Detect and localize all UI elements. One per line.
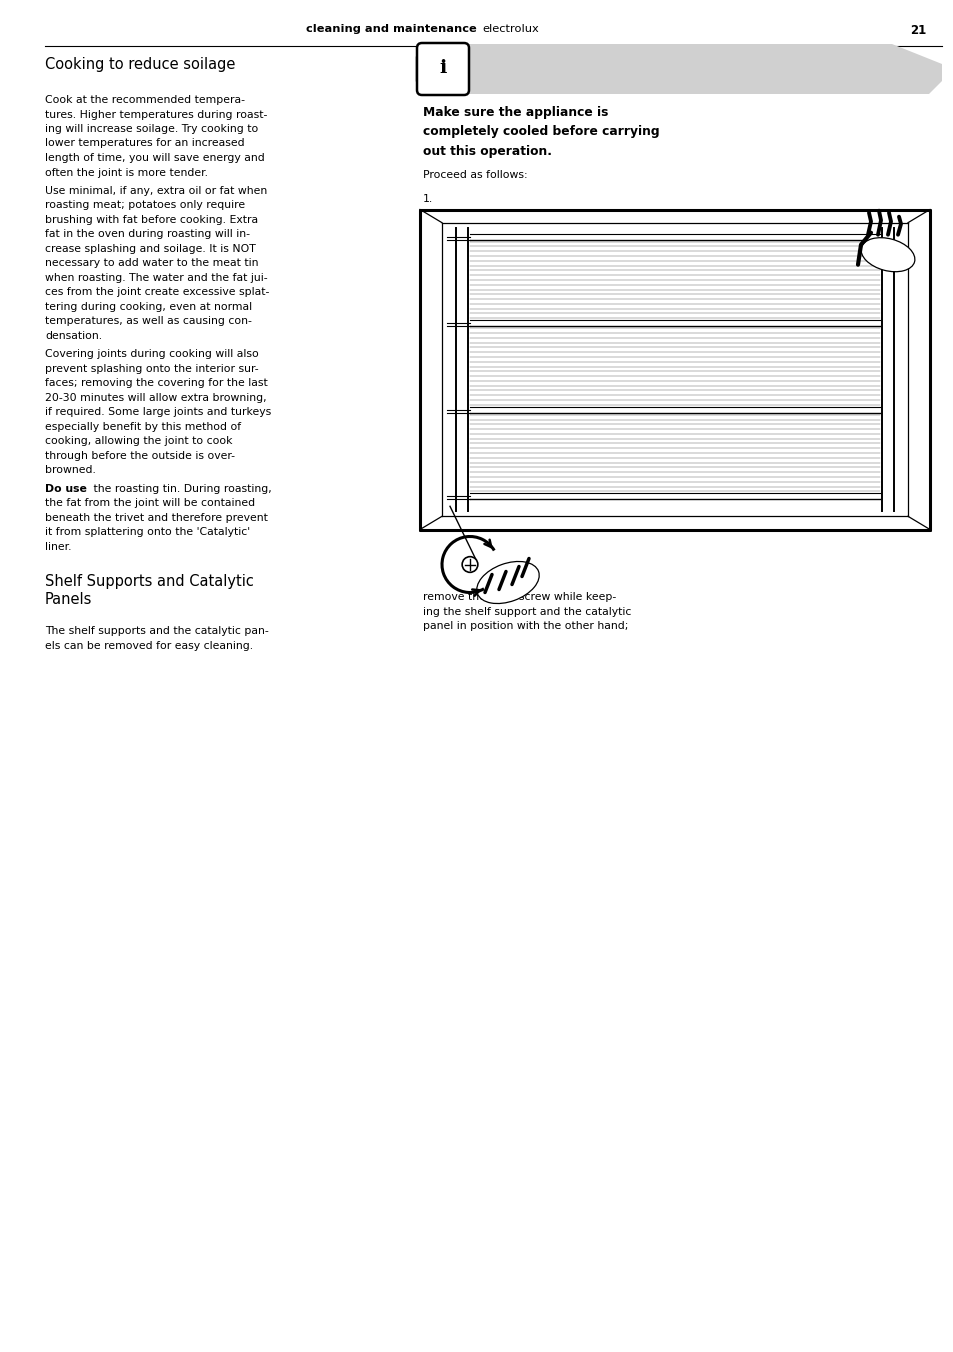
Text: Covering joints during cooking will also: Covering joints during cooking will also: [45, 350, 258, 360]
Text: 20-30 minutes will allow extra browning,: 20-30 minutes will allow extra browning,: [45, 393, 266, 403]
Ellipse shape: [476, 561, 538, 603]
Text: tures. Higher temperatures during roast-: tures. Higher temperatures during roast-: [45, 110, 267, 119]
Text: especially benefit by this method of: especially benefit by this method of: [45, 422, 241, 433]
Text: electrolux: electrolux: [481, 24, 538, 34]
Text: panel in position with the other hand;: panel in position with the other hand;: [422, 622, 628, 631]
Text: els can be removed for easy cleaning.: els can be removed for easy cleaning.: [45, 641, 253, 652]
Text: ing the shelf support and the catalytic: ing the shelf support and the catalytic: [422, 607, 631, 617]
Text: the fat from the joint will be contained: the fat from the joint will be contained: [45, 499, 254, 508]
Text: necessary to add water to the meat tin: necessary to add water to the meat tin: [45, 258, 258, 269]
Ellipse shape: [861, 238, 914, 272]
Text: completely cooled before carrying: completely cooled before carrying: [422, 126, 659, 138]
Text: out this operation.: out this operation.: [422, 145, 552, 158]
Circle shape: [461, 557, 477, 572]
Text: ces from the joint create excessive splat-: ces from the joint create excessive spla…: [45, 288, 269, 297]
Text: Make sure the appliance is: Make sure the appliance is: [422, 105, 608, 119]
Text: i: i: [438, 59, 446, 77]
Text: crease splashing and soilage. It is NOT: crease splashing and soilage. It is NOT: [45, 243, 255, 254]
Text: it from splattering onto the 'Catalytic': it from splattering onto the 'Catalytic': [45, 527, 250, 538]
Text: brushing with fat before cooking. Extra: brushing with fat before cooking. Extra: [45, 215, 258, 224]
Text: fat in the oven during roasting will in-: fat in the oven during roasting will in-: [45, 230, 250, 239]
Text: tering during cooking, even at normal: tering during cooking, even at normal: [45, 301, 252, 312]
Text: through before the outside is over-: through before the outside is over-: [45, 452, 234, 461]
Polygon shape: [415, 45, 941, 95]
Text: the roasting tin. During roasting,: the roasting tin. During roasting,: [90, 484, 271, 493]
Text: Use minimal, if any, extra oil or fat when: Use minimal, if any, extra oil or fat wh…: [45, 187, 267, 196]
Text: cleaning and maintenance: cleaning and maintenance: [306, 24, 476, 34]
Text: liner.: liner.: [45, 542, 71, 552]
Text: temperatures, as well as causing con-: temperatures, as well as causing con-: [45, 316, 252, 326]
Text: length of time, you will save energy and: length of time, you will save energy and: [45, 153, 265, 164]
Text: roasting meat; potatoes only require: roasting meat; potatoes only require: [45, 200, 245, 211]
Text: 1.: 1.: [422, 195, 433, 204]
Text: Do use: Do use: [45, 484, 87, 493]
Text: prevent splashing onto the interior sur-: prevent splashing onto the interior sur-: [45, 364, 258, 375]
Text: faces; removing the covering for the last: faces; removing the covering for the las…: [45, 379, 268, 388]
Text: ing will increase soilage. Try cooking to: ing will increase soilage. Try cooking t…: [45, 124, 258, 134]
Text: often the joint is more tender.: often the joint is more tender.: [45, 168, 208, 177]
Text: when roasting. The water and the fat jui-: when roasting. The water and the fat jui…: [45, 273, 268, 283]
Text: The shelf supports and the catalytic pan-: The shelf supports and the catalytic pan…: [45, 626, 269, 637]
Text: Proceed as follows:: Proceed as follows:: [422, 169, 527, 180]
Text: beneath the trivet and therefore prevent: beneath the trivet and therefore prevent: [45, 512, 268, 523]
Text: browned.: browned.: [45, 465, 95, 476]
Text: remove the front screw while keep-: remove the front screw while keep-: [422, 592, 616, 603]
Text: 21: 21: [909, 24, 925, 37]
Text: densation.: densation.: [45, 331, 102, 341]
Text: lower temperatures for an increased: lower temperatures for an increased: [45, 138, 244, 149]
Text: if required. Some large joints and turkeys: if required. Some large joints and turke…: [45, 407, 271, 418]
Text: cooking, allowing the joint to cook: cooking, allowing the joint to cook: [45, 437, 233, 446]
Text: Cooking to reduce soilage: Cooking to reduce soilage: [45, 57, 235, 72]
Text: Cook at the recommended tempera-: Cook at the recommended tempera-: [45, 95, 245, 105]
Text: Shelf Supports and Catalytic
Panels: Shelf Supports and Catalytic Panels: [45, 575, 253, 607]
FancyBboxPatch shape: [416, 43, 469, 95]
